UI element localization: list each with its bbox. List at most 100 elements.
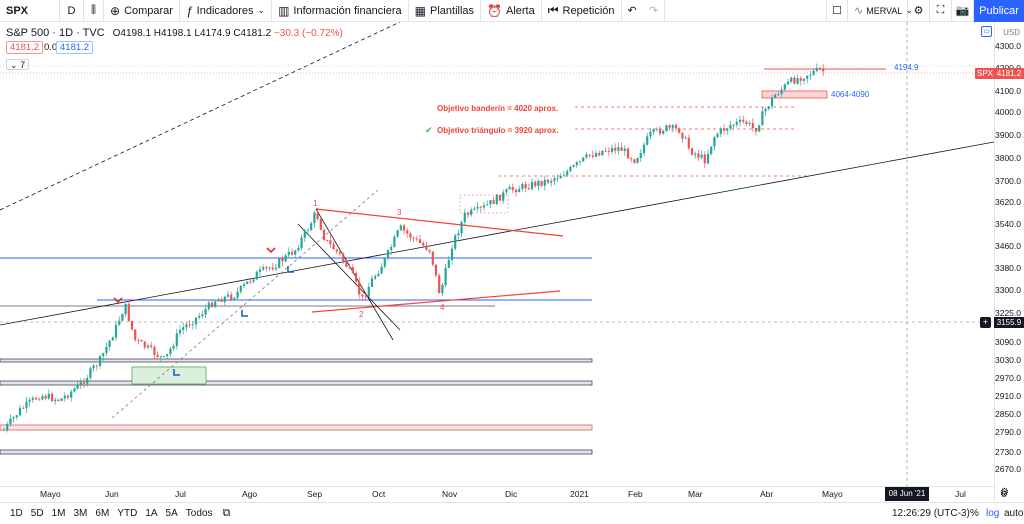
- price-tick-label: 2970.0: [995, 373, 1021, 383]
- undo-button[interactable]: ↶: [622, 0, 643, 22]
- range-button-ytd[interactable]: YTD: [117, 508, 138, 519]
- candle-body: [665, 125, 668, 131]
- range-button-5d[interactable]: 5D: [30, 508, 44, 519]
- publish-button[interactable]: Publicar: [974, 0, 1024, 22]
- snapshot-button[interactable]: 📷: [952, 0, 974, 22]
- candle-body: [95, 365, 98, 367]
- range-button-todos[interactable]: Todos: [185, 508, 213, 519]
- price-tick-label: 2790.0: [995, 427, 1021, 437]
- candle-body: [338, 251, 342, 254]
- point-1-label: 1: [313, 199, 318, 208]
- candle-body: [511, 187, 514, 190]
- indicators-collapse-button[interactable]: ⌄ 7: [6, 59, 30, 70]
- candle-body: [604, 150, 607, 152]
- chart-type-button[interactable]: ⫼: [84, 0, 104, 22]
- scale-toggle-icon[interactable]: ▭: [981, 26, 992, 37]
- percent-toggle[interactable]: %: [970, 508, 979, 519]
- candle-body: [566, 171, 569, 176]
- candle-body: [73, 388, 76, 392]
- range-button-6m[interactable]: 6M: [95, 508, 110, 519]
- range-button-1m[interactable]: 1M: [51, 508, 66, 519]
- watch-symbol-button[interactable]: ∿ MERVAL ⌄: [848, 0, 913, 22]
- point-4-label: 4: [440, 303, 445, 312]
- compare-button[interactable]: ⊕ Comparar: [104, 0, 180, 22]
- candle-body: [268, 267, 271, 269]
- templates-button[interactable]: ▦ Plantillas: [409, 0, 482, 22]
- add-alert-plus-icon[interactable]: +: [980, 317, 991, 328]
- interval-button[interactable]: D: [60, 0, 84, 22]
- bid-price-box[interactable]: 4181.2: [6, 41, 44, 54]
- candle-body: [348, 266, 351, 268]
- candle-body: [745, 121, 748, 125]
- candle-body: [47, 393, 50, 399]
- candle-body: [98, 356, 102, 366]
- candle-body: [111, 337, 114, 341]
- candle-body: [646, 136, 649, 145]
- log-toggle[interactable]: log: [986, 508, 1000, 519]
- redo-button[interactable]: ↷: [643, 0, 665, 22]
- candle-body: [809, 74, 812, 76]
- settings-button[interactable]: ⚙: [908, 0, 930, 22]
- candle-body: [15, 415, 18, 418]
- time-tick-label: Oct: [372, 489, 386, 499]
- candle-body: [495, 194, 498, 204]
- candle-body: [310, 223, 313, 231]
- candle-body: [543, 179, 546, 186]
- axis-settings-icon[interactable]: ⚙: [1000, 487, 1009, 498]
- auto-toggle[interactable]: auto: [1004, 508, 1024, 519]
- candle-body: [732, 124, 735, 126]
- goto-date-icon[interactable]: ⧉: [222, 507, 231, 519]
- price-tick-label: 3030.0: [995, 355, 1021, 365]
- range-button-3m[interactable]: 3M: [73, 508, 88, 519]
- clock-label[interactable]: 12:26:29 (UTC-3): [892, 508, 970, 519]
- candle-body: [169, 348, 172, 355]
- candle-body: [194, 317, 198, 325]
- candle-body: [812, 70, 815, 75]
- candle-body: [396, 230, 399, 237]
- alert-button[interactable]: ⏰ Alerta: [481, 0, 542, 22]
- range-button-5a[interactable]: 5A: [165, 508, 178, 519]
- candle-body: [306, 230, 310, 232]
- candle-body: [41, 395, 44, 400]
- price-chart[interactable]: 1 2 3 4 Objetivo banderín = 4020 aprox. …: [0, 22, 994, 501]
- candle-body: [9, 418, 12, 424]
- replay-button[interactable]: ⏮ Repetición: [542, 0, 622, 22]
- candle-body: [582, 157, 585, 162]
- candle-body: [329, 240, 332, 245]
- settings-gear-icon[interactable]: ⚙: [1000, 489, 1009, 499]
- candle-body: [102, 353, 105, 357]
- candle-body: [553, 178, 556, 182]
- time-axis[interactable]: Mayo Jun Jul Ago Sep Oct Nov Dic 2021 Feb Mar Abr Ma…: [0, 486, 1008, 501]
- bottom-toolbar: 1D 5D 1M 3M 6M YTD 1A 5A Todos ⧉ 12:26:29 (UTC-3…: [0, 502, 1024, 524]
- candle-body: [626, 148, 630, 159]
- range-button-1a[interactable]: 1A: [145, 508, 158, 519]
- candle-body: [22, 407, 25, 409]
- candle-body: [6, 423, 9, 430]
- range-button-1d[interactable]: 1D: [10, 508, 23, 519]
- crosshair-date-tag: 08 Jun '21: [885, 487, 929, 501]
- candle-body: [713, 137, 716, 147]
- fullscreen-button[interactable]: ⛶: [930, 0, 952, 22]
- candle-body: [588, 154, 591, 156]
- candle-body: [822, 68, 825, 72]
- support-zone-mid: [0, 380, 593, 386]
- triangle-lower: [311, 290, 561, 313]
- candle-body: [226, 294, 230, 297]
- candle-body: [550, 181, 553, 183]
- candle-body: [617, 147, 620, 151]
- symbol-search-button[interactable]: SPX: [0, 0, 60, 22]
- chevron-down-icon: ⌄: [257, 5, 266, 15]
- ask-price-box[interactable]: 4181.2: [56, 41, 94, 54]
- price-tick-label: 3225.0: [995, 308, 1021, 318]
- financials-button[interactable]: ▥ Información financiera: [272, 0, 409, 22]
- layout-select-button[interactable]: ☐: [826, 0, 848, 22]
- price-axis[interactable]: USD ▭ 4300.04200.04100.04000.03900.03800…: [981, 22, 1024, 501]
- candle-body: [754, 127, 758, 132]
- candle-body: [249, 281, 252, 283]
- legend-title[interactable]: S&P 500 · 1D · TVC: [6, 27, 105, 39]
- candle-body: [214, 301, 217, 307]
- indicators-button[interactable]: ƒ Indicadores ⌄: [180, 0, 273, 22]
- candle-body: [457, 233, 460, 236]
- candle-body: [230, 294, 233, 300]
- candle-body: [175, 333, 178, 347]
